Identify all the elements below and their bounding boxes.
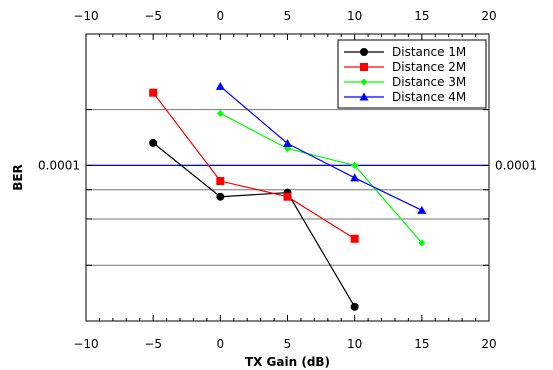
x-axis-title: TX Gain (dB) (245, 355, 330, 369)
legend-swatch-marker (360, 78, 368, 86)
x-tick-label-top: −5 (144, 9, 162, 23)
x-tick-label-bottom: −10 (73, 337, 98, 351)
x-tick-label-top: 0 (217, 9, 225, 23)
data-point (418, 239, 426, 247)
data-point (417, 205, 427, 214)
grid-lines (86, 109, 489, 266)
data-point (350, 173, 360, 182)
data-point (215, 81, 225, 90)
y-axis-title: BER (11, 164, 25, 191)
axis-ticks: −10 −10 −5 −5 0 0 5 5 10 10 15 15 20 20 0.0001 0.0001 (38, 9, 537, 351)
x-tick-label-top: 10 (347, 9, 362, 23)
x-tick-label-top: −10 (73, 9, 98, 23)
legend-label: Distance 2M (392, 60, 466, 74)
legend-swatch-marker (360, 48, 368, 56)
x-tick-label-bottom: 10 (347, 337, 362, 351)
x-tick-label-top: 20 (481, 9, 496, 23)
data-point (149, 88, 158, 97)
legend-label: Distance 4M (392, 90, 466, 104)
legend-label: Distance 3M (392, 75, 466, 89)
data-point (283, 138, 292, 147)
data-point (283, 192, 292, 201)
series-line (219, 85, 423, 211)
x-tick-label-bottom: 5 (284, 337, 292, 351)
data-point (351, 161, 359, 169)
data-series (149, 81, 427, 311)
x-tick-label-bottom: −5 (144, 337, 162, 351)
series-line (152, 142, 356, 308)
series-distance-4m (215, 81, 427, 214)
x-tick-label-top: 15 (414, 9, 429, 23)
series-line (152, 92, 355, 240)
series-distance-1m (149, 138, 359, 311)
data-point (216, 109, 224, 117)
x-tick-label-bottom: 20 (481, 337, 496, 351)
legend-label: Distance 1M (392, 45, 466, 59)
data-point (350, 234, 359, 243)
x-tick-label-top: 5 (284, 9, 292, 23)
data-point (216, 177, 225, 186)
legend-swatch-marker (359, 92, 369, 101)
legend-swatch-marker (360, 63, 368, 71)
x-tick-label-bottom: 0 (217, 337, 225, 351)
data-point (149, 138, 158, 147)
x-tick-label-bottom: 15 (414, 337, 429, 351)
y-tick-label-left: 0.0001 (38, 158, 80, 172)
data-point (216, 192, 225, 201)
series-line (220, 112, 423, 244)
data-point (350, 302, 359, 311)
series-distance-2m (149, 88, 359, 243)
series-distance-3m (216, 109, 426, 247)
y-tick-label-right: 0.0001 (495, 158, 537, 172)
